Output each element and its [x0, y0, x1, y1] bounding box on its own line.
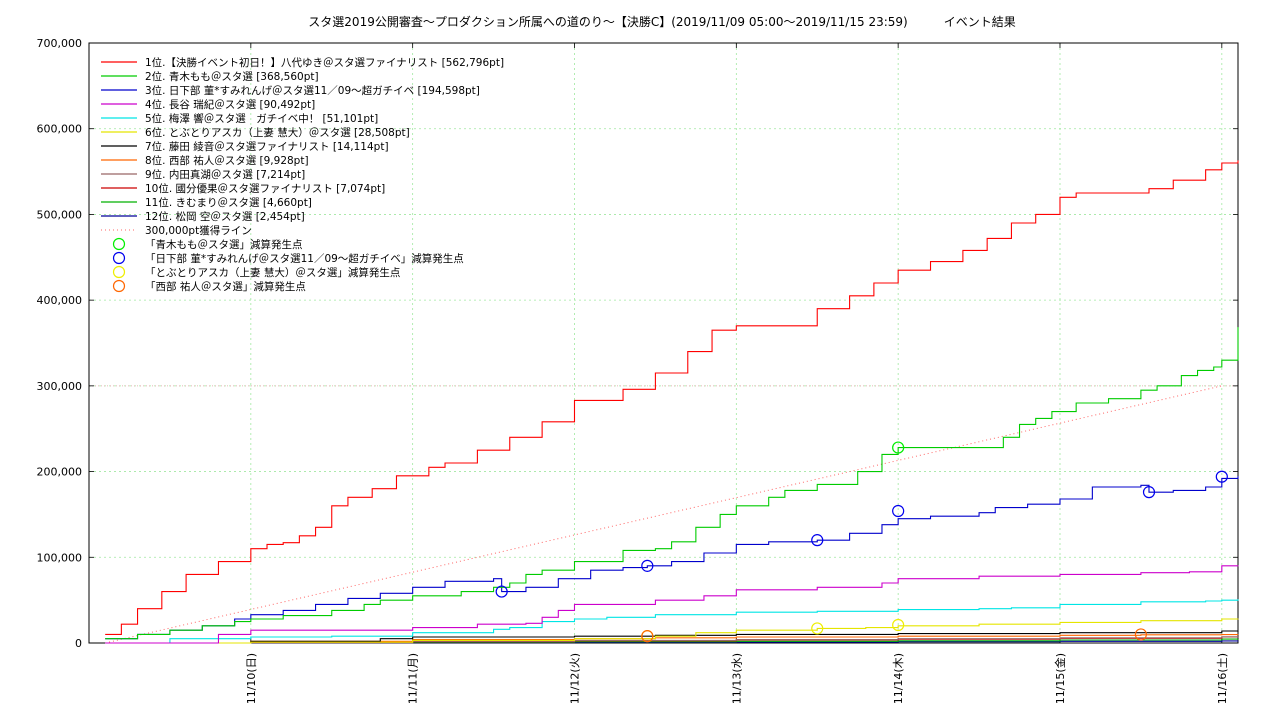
legend-label: 6位. とぶとりアスカ（上妻 慧大）＠スタ選 [28,508pt] — [145, 126, 410, 139]
y-tick-label: 600,000 — [37, 123, 83, 136]
x-tick-label: 11/12(火) — [568, 653, 581, 704]
legend: 1位.【決勝イベント初日！】八代ゆき＠スタ選ファイナリスト [562,796pt… — [101, 56, 504, 293]
y-tick-label: 700,000 — [37, 37, 83, 50]
legend-label: 「とぶとりアスカ（上妻 慧大）＠スタ選」減算発生点 — [145, 266, 400, 279]
series-line-3 — [105, 476, 1239, 640]
marker-2-point — [892, 504, 905, 518]
marker-4-point — [1134, 628, 1148, 641]
x-tick-label: 11/10(日) — [245, 653, 258, 704]
reference-line — [105, 385, 1222, 644]
x-tick-label: 11/13(水) — [730, 653, 743, 704]
marker-2-point — [811, 534, 824, 547]
legend-label: 2位. 青木もも＠スタ選 [368,560pt] — [145, 70, 319, 83]
legend-label: 8位. 西部 祐人＠スタ選 [9,928pt] — [145, 154, 309, 167]
x-tick-label: 11/14(木) — [892, 653, 905, 704]
x-tick-label: 11/11(月) — [407, 653, 420, 704]
axes: 0 100,000 200,000 300,000 400,000 500,000 600,… — [37, 37, 1239, 704]
x-tick-label: 11/16(土) — [1216, 653, 1229, 704]
y-tick-label: 400,000 — [37, 294, 83, 307]
series-line-4 — [105, 565, 1239, 644]
marker-4-point — [641, 630, 654, 643]
legend-label: 12位. 松岡 空＠スタ選 [2,454pt] — [145, 210, 305, 223]
marker-group — [495, 441, 1228, 643]
legend-label: 「青木もも＠スタ選」減算発生点 — [145, 238, 303, 251]
legend-label: 「西部 祐人＠スタ選」減算発生点 — [145, 280, 306, 293]
marker-3-point — [811, 622, 824, 635]
y-tick-label: 300,000 — [37, 380, 83, 393]
series-lines — [105, 160, 1239, 644]
legend-label: 7位. 藤田 綾音＠スタ選ファイナリスト [14,114pt] — [145, 140, 389, 153]
x-tick-label: 11/15(金) — [1053, 653, 1067, 704]
legend-marker-swatch — [112, 251, 126, 265]
legend-label: 5位. 梅澤 響＠スタ選 ガチイベ中！ [51,101pt] — [145, 112, 378, 125]
series-line-7 — [105, 630, 1239, 644]
legend-marker-swatch — [112, 265, 126, 279]
legend-label: 1位.【決勝イベント初日！】八代ゆき＠スタ選ファイナリスト [562,796pt… — [145, 56, 504, 69]
legend-label: 11位. きむまり＠スタ選 [4,660pt] — [145, 196, 312, 209]
series-line-6 — [105, 618, 1239, 644]
legend-marker-swatch — [112, 237, 126, 251]
legend-label: 4位. 長谷 瑞紀＠スタ選 [90,492pt] — [145, 98, 315, 111]
y-tick-label: 200,000 — [37, 466, 83, 479]
legend-label: 3位. 日下部 菫*すみれんげ＠スタ選11／09〜超ガチイベ [194,598p… — [145, 84, 480, 97]
chart-title: スタ選2019公開審査〜プロダクション所属への道のり〜【決勝C】(2019/11… — [308, 14, 1015, 29]
marker-3-point — [892, 618, 905, 632]
legend-label: 10位. 國分優果＠スタ選ファイナリスト [7,074pt] — [145, 182, 385, 195]
marker-1-point — [892, 441, 905, 454]
y-tick-label: 0 — [75, 637, 82, 650]
grid-lines — [89, 43, 1238, 643]
reference-line-group — [105, 385, 1222, 644]
series-line-5 — [105, 599, 1239, 644]
legend-label: 300,000pt獲得ライン — [145, 224, 252, 237]
y-tick-label: 100,000 — [37, 551, 83, 564]
marker-2-point — [641, 559, 654, 572]
series-line-2 — [105, 327, 1239, 640]
marker-2-point — [1215, 470, 1228, 483]
legend-label: 9位. 内田真湖＠スタ選 [7,214pt] — [145, 168, 305, 181]
series-line-1 — [105, 160, 1239, 635]
legend-label: 「日下部 菫*すみれんげ＠スタ選11／09〜超ガチイベ」減算発生点 — [145, 252, 464, 265]
y-tick-label: 500,000 — [37, 208, 83, 221]
marker-2-point — [495, 585, 508, 598]
legend-marker-swatch — [112, 279, 126, 293]
marker-2-point — [1142, 486, 1156, 499]
